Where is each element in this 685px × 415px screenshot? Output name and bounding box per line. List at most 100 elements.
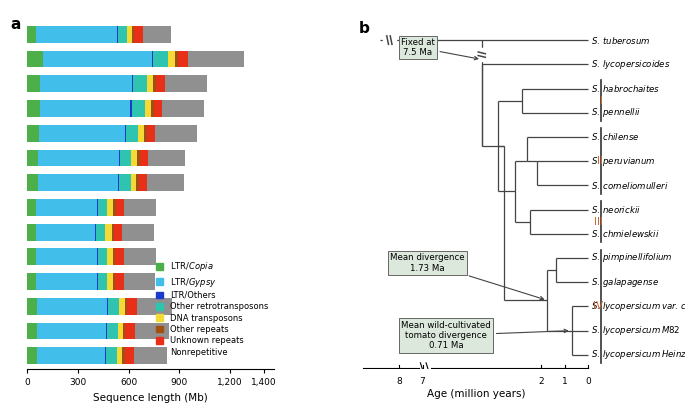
Bar (147, 174, 184, 191)
Bar (38, 149, 119, 166)
Bar (134, 347, 167, 364)
Bar (132, 26, 134, 43)
Bar (140, 149, 148, 166)
Text: 2: 2 (538, 377, 544, 386)
Bar (138, 174, 147, 191)
Bar (144, 125, 147, 142)
Bar (123, 273, 155, 290)
Text: $\it{S.\/peruvianum}$: $\it{S.\/peruvianum}$ (590, 155, 656, 168)
Bar (115, 249, 124, 265)
Text: $\it{S.\/corneliomulleri}$: $\it{S.\/corneliomulleri}$ (590, 180, 669, 191)
Bar (37, 298, 107, 315)
Text: $\it{S.\/chilense}$: $\it{S.\/chilense}$ (590, 132, 639, 142)
Text: 8: 8 (396, 377, 401, 386)
Bar (118, 26, 127, 43)
Bar (97, 199, 98, 216)
Bar (107, 273, 113, 290)
Bar (36, 273, 97, 290)
Bar (153, 51, 168, 68)
Bar (27, 174, 38, 191)
Bar (98, 249, 107, 265)
Bar (132, 149, 137, 166)
Text: $\it{S.\/lycopersicoides}$: $\it{S.\/lycopersicoides}$ (590, 58, 671, 71)
Bar (123, 224, 153, 241)
Text: a: a (10, 17, 21, 32)
Bar (115, 273, 123, 290)
Bar (106, 347, 116, 364)
Bar (132, 76, 134, 92)
Bar (125, 298, 127, 315)
Bar (97, 249, 98, 265)
Bar (125, 125, 126, 142)
Text: IV: IV (593, 301, 603, 311)
Bar (39, 125, 125, 142)
Bar (97, 273, 98, 290)
Bar (116, 347, 123, 364)
Bar (114, 224, 123, 241)
Bar (137, 149, 140, 166)
Text: $\it{S.\/chmielewskii}$: $\it{S.\/chmielewskii}$ (590, 228, 660, 239)
Bar (27, 51, 43, 68)
Bar (96, 224, 105, 241)
Bar (107, 249, 113, 265)
Text: II: II (597, 156, 603, 166)
Text: $\it{S.\/habrochaites}$: $\it{S.\/habrochaites}$ (590, 83, 660, 94)
Bar (119, 149, 120, 166)
Bar (148, 149, 185, 166)
Bar (107, 322, 118, 339)
Bar (27, 273, 36, 290)
Bar (27, 347, 37, 364)
Text: $\it{S.\/lycopersicum\/M82}$: $\it{S.\/lycopersicum\/M82}$ (590, 324, 680, 337)
Bar (151, 51, 153, 68)
Bar (27, 125, 39, 142)
Text: $\it{S.\/lycopersicum\/Heinz\/1706}$: $\it{S.\/lycopersicum\/Heinz\/1706}$ (590, 348, 685, 361)
Bar (134, 76, 147, 92)
Bar (98, 273, 107, 290)
Text: III: III (595, 217, 603, 227)
Bar (37, 347, 105, 364)
Text: Age (million years): Age (million years) (427, 389, 525, 399)
Bar (105, 224, 112, 241)
X-axis label: Sequence length (Mb): Sequence length (Mb) (93, 393, 208, 403)
Bar (120, 149, 132, 166)
Bar (123, 322, 125, 339)
Bar (168, 51, 175, 68)
Bar (27, 224, 36, 241)
Bar (37, 322, 106, 339)
Bar (40, 100, 130, 117)
Bar (119, 298, 125, 315)
Text: Mean divergence
1.73 Ma: Mean divergence 1.73 Ma (390, 253, 544, 300)
Bar (153, 76, 156, 92)
Text: 0: 0 (586, 377, 591, 386)
Text: I: I (600, 95, 603, 106)
Bar (131, 174, 136, 191)
Bar (36, 224, 95, 241)
Bar (155, 125, 197, 142)
Bar (27, 100, 40, 117)
Bar (135, 322, 169, 339)
Text: 1: 1 (562, 377, 568, 386)
Bar (153, 100, 162, 117)
Text: 7: 7 (420, 377, 425, 386)
Bar (188, 51, 244, 68)
Bar (118, 322, 123, 339)
Bar (113, 249, 115, 265)
Bar (43, 51, 151, 68)
Bar (125, 347, 134, 364)
Text: $\it{S.\/lycopersicum\/var.\/cerasiforme}$: $\it{S.\/lycopersicum\/var.\/cerasiforme… (590, 300, 685, 313)
Bar (112, 224, 114, 241)
Text: b: b (358, 21, 369, 36)
Bar (175, 51, 178, 68)
Bar (162, 100, 203, 117)
Text: $\it{S.\/tuberosum}$: $\it{S.\/tuberosum}$ (590, 34, 650, 46)
Bar (156, 76, 165, 92)
Bar (127, 26, 132, 43)
Bar (126, 125, 138, 142)
Bar (119, 174, 131, 191)
Bar (138, 125, 144, 142)
Bar (124, 249, 156, 265)
Bar (113, 199, 116, 216)
Text: $\it{S.\/pennellii}$: $\it{S.\/pennellii}$ (590, 106, 640, 119)
Bar (113, 273, 115, 290)
Bar (107, 199, 113, 216)
